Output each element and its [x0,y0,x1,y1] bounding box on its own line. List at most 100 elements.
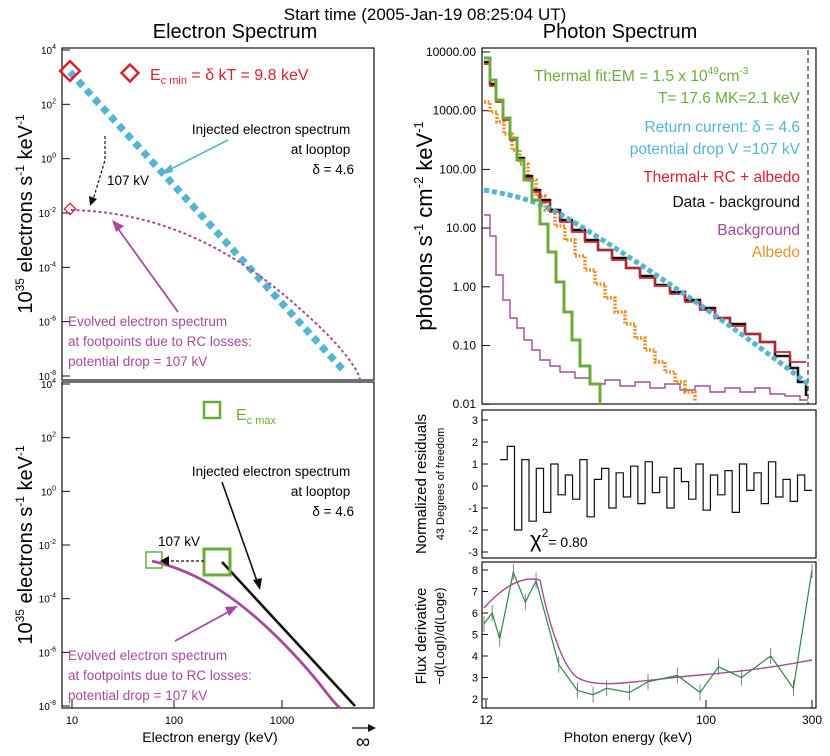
x-tick-label: 100 [696,713,716,727]
photon-x-ticks: 12 100 300 [479,700,822,727]
evolved-arrow-top-head [112,220,124,232]
legend-thermal-temp: T= 17.6 MK=2.1 keV [658,90,801,107]
injected-arrow-top [162,139,229,174]
derivative-frame [481,561,817,709]
albedo-spectrum [484,100,697,402]
electron-x-ticks: 10 100 1000 [66,700,294,727]
evolved-spectrum-curve [70,209,361,381]
legend-rc-1: Return current: δ = 4.6 [644,119,800,136]
drop-arrow-bottom-head [160,556,169,566]
derivative-panel: 8 7 6 5 4 3 2 [472,561,817,709]
residuals-frame [481,409,817,559]
y-tick-label: 3 [472,415,478,427]
legend-ec-max-marker [202,400,222,420]
x-tick-label: 100 [165,715,183,727]
drop-label-top: 107 kV [107,173,149,188]
ec-max-label: Ec max [236,407,277,427]
y-tick-label: 0.01 [453,397,477,411]
derivative-error-bars [483,564,813,703]
evolved-arrow-bottom [174,609,233,642]
y-tick-label: 10-2 [39,539,56,552]
ec-min-marker [58,59,82,83]
y-tick-label: 3 [472,673,478,685]
y-tick-label: 2 [472,437,478,449]
legend-ec-min-marker [119,62,141,84]
x-tick-label: 1000 [270,715,294,727]
y-tick-label: 10-8 [39,370,56,383]
x-tick-label: 300 [802,713,822,727]
injected-label-bottom: Injected electron spectrum at looptop δ … [192,464,354,519]
y-tick-label: 10-4 [39,593,56,606]
electron-y-axis-label-top: 1035 electrons s-1 keV-1 [13,114,37,314]
y-tick-label: 10000.00 [426,45,476,59]
derivative-y-label: Flux derivative [413,588,430,685]
residuals-y-label: Normalized residuals [413,414,430,554]
injected-arrow-bottom [221,481,259,585]
derivative-y-ticks: 8 7 6 5 4 3 2 [472,565,488,706]
y-tick-label: -2 [468,525,478,537]
y-tick-label: 2 [472,694,478,706]
evolved-label-bottom: Evolved electron spectrum at footpoints … [68,648,256,703]
y-tick-label: -1 [468,503,478,515]
figure-title: Start time (2005-Jan-19 08:25:04 UT) [284,5,567,24]
drop-arrow-top [92,136,106,201]
legend-albedo: Albedo [752,244,800,261]
infinity-symbol: ∞ [356,731,370,751]
y-tick-label: 1 [472,459,478,471]
electron-top-panel: 104 102 100 10-2 10-4 10-6 10-8 Ec min = δ kT … [39,44,375,383]
electron-y-axis-label-bottom: 1035 electrons s-1 keV-1 [13,445,37,645]
y-tick-label: 10-8 [39,700,56,713]
electron-bottom-panel: 104 102 100 10-2 10-4 10-6 10-8 Ec max Injecte… [39,378,375,713]
y-tick-label: 0.10 [453,339,477,353]
photon-y-ticks: 10000.00 1000.00 100.00 10.00 1.00 0.10 0.01 [426,45,490,411]
y-tick-label: 1.00 [453,280,477,294]
evolved-arrow-bottom-head [225,606,238,616]
total-model-spectrum [484,63,806,363]
injected-arrow-top-head [160,164,173,175]
residuals-step [500,445,812,531]
derivative-y-sublabel: −d(LogI)/d(Loge) [432,587,447,684]
y-tick-label: 102 [41,432,56,445]
electron-top-y-ticks: 104 102 100 10-2 10-4 10-6 10-8 [39,44,70,383]
photon-x-axis-label: Photon energy (keV) [564,729,692,745]
legend-total: Thermal+ RC + albedo [643,169,800,186]
y-tick-label: 7 [472,587,478,599]
drop-label-bottom: 107 kV [158,534,200,549]
return-current-spectrum [483,187,810,386]
y-tick-label: 5 [472,630,478,642]
y-tick-label: 1000.00 [433,104,477,118]
y-tick-label: 8 [472,565,478,577]
thermal-spectrum [484,56,602,404]
y-tick-label: 10-4 [39,261,56,274]
ec-max-marker [202,547,232,577]
legend-background: Background [717,222,800,239]
y-tick-label: -3 [468,547,478,559]
infinity-arrow-head [368,724,376,732]
evolved-spectrum-curve-bottom [151,559,341,710]
y-tick-label: 104 [41,378,56,391]
x-tick-label: 12 [479,713,493,727]
y-tick-label: 100 [41,485,56,498]
injected-spectrum-line-bottom [221,561,356,707]
y-tick-label: 100.00 [439,162,476,176]
y-tick-label: 10-6 [39,316,56,329]
photon-panel: 10000.00 1000.00 100.00 10.00 1.00 0.10 0.01 T… [426,45,817,411]
electron-top-frame [61,47,375,381]
y-tick-label: 10-6 [39,646,56,659]
y-tick-label: 4 [472,651,478,663]
drop-arrow-top-head [89,196,97,206]
ec-min-label: Ec min = δ kT = 9.8 keV [150,67,309,87]
residuals-y-sublabel: 43 Degrees of freedom [435,428,447,541]
y-tick-label: 0 [472,481,478,493]
x-tick-label: 10 [66,715,78,727]
evolved-label-top: Evolved electron spectrum at footpoints … [68,314,256,369]
residuals-y-ticks: 3 2 1 0 -1 -2 -3 [468,415,488,559]
right-panel-title: Photon Spectrum [543,21,698,43]
derivative-model [483,578,813,685]
injected-spectrum-line [67,69,348,375]
photon-y-axis-label: photons s-1 cm-2 keV-1 [411,121,437,331]
y-tick-label: 100 [41,153,56,166]
legend-thermal: Thermal fit:EM = 1.5 x 1049cm-3 [534,66,749,85]
y-tick-label: 10-2 [39,207,56,220]
background-spectrum [484,214,808,401]
